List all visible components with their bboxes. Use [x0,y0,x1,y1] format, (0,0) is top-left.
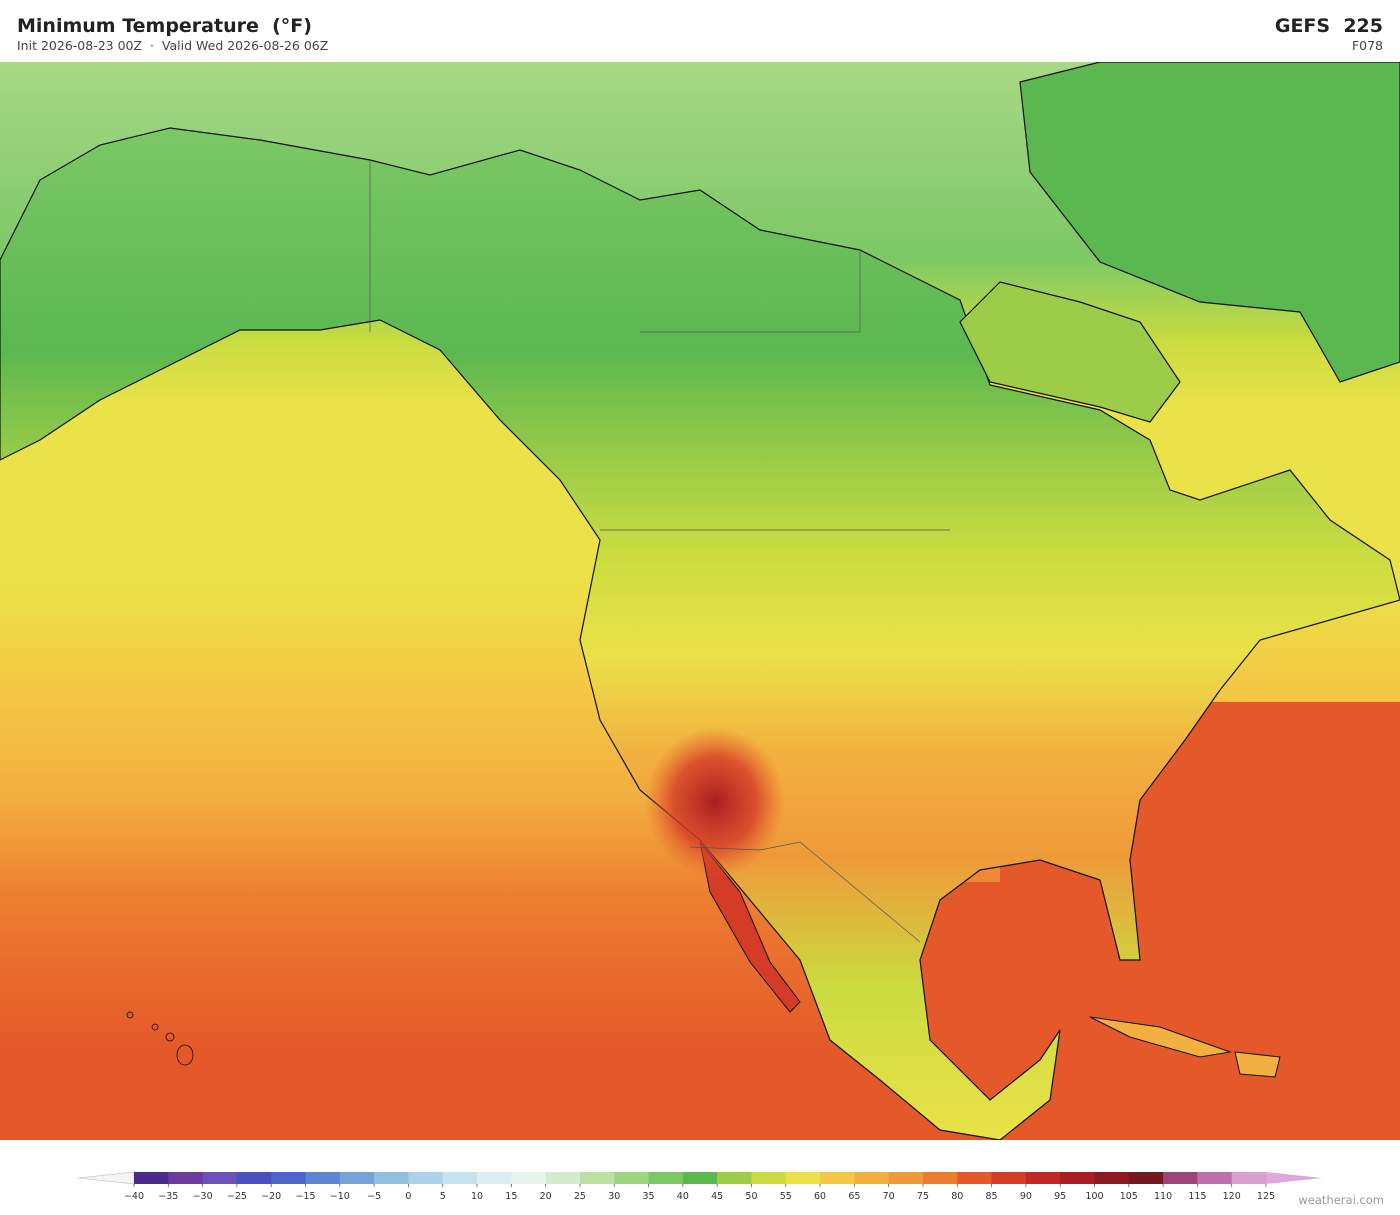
color-segment [1163,1172,1198,1184]
color-segment [991,1172,1027,1184]
color-segment [408,1172,444,1184]
tick-label: 45 [711,1191,723,1202]
tick-label: −25 [227,1191,247,1202]
color-segment [477,1172,512,1184]
color-segment [1060,1172,1095,1184]
color-segment [168,1172,204,1184]
color-segment [305,1172,341,1184]
color-segment [1197,1172,1233,1184]
tick-label: 10 [471,1191,483,1202]
map [0,62,1400,1140]
tick-label: 15 [505,1191,517,1202]
color-segment [648,1172,684,1184]
borders [369,160,950,943]
tick-label: 120 [1223,1191,1241,1202]
tick-label: 100 [1085,1191,1103,1202]
tick-label: 125 [1257,1191,1275,1202]
color-segment [820,1172,855,1184]
tick-label: 110 [1154,1191,1172,1202]
tick-label: 70 [883,1191,895,1202]
color-segment [339,1172,375,1184]
color-segment [957,1172,993,1184]
color-segment [1231,1172,1267,1184]
color-segment [682,1172,718,1184]
color-segment [785,1172,821,1184]
tick-label: 20 [540,1191,552,1202]
tick-label: 90 [1020,1191,1032,1202]
color-segment [751,1172,787,1184]
color-segment [442,1172,478,1184]
color-segment [922,1172,958,1184]
cuba [1089,1016,1232,1058]
map-title: Minimum Temperature (°F) [17,15,312,37]
color-segment [545,1172,581,1184]
hispaniola [1234,1051,1281,1078]
tick-label: 115 [1188,1191,1206,1202]
tick-label: 95 [1054,1191,1066,1202]
color-segment [579,1172,615,1184]
forecast-hour: F078 [1351,38,1383,53]
tick-label: 80 [951,1191,963,1202]
color-segment [271,1172,307,1184]
tick-label: 105 [1120,1191,1138,1202]
color-segment [1094,1172,1130,1184]
tick-label: 30 [608,1191,620,1202]
color-segment [511,1172,547,1184]
tick-label: 0 [405,1191,411,1202]
color-segment [888,1172,924,1184]
tick-label: −20 [261,1191,281,1202]
watermark: weatherai.com [1298,1193,1384,1207]
tick-label: 50 [745,1191,757,1202]
tick-label: 35 [642,1191,654,1202]
hot-spot [645,727,785,877]
hawaii [126,1011,194,1066]
color-segment [854,1172,890,1184]
map-subtitle: Init 2026-08-23 00Z · Valid Wed 2026-08-… [17,38,329,53]
tick-label: 85 [986,1191,998,1202]
tick-label: 65 [848,1191,860,1202]
tick-label: −15 [295,1191,315,1202]
color-segment [134,1172,169,1184]
color-segment [374,1172,409,1184]
over-triangle [1266,1172,1322,1184]
tick-label: 75 [917,1191,929,1202]
tick-label: −5 [367,1191,381,1202]
color-segment [1128,1172,1164,1184]
under-triangle [77,1171,135,1185]
tick-label: 25 [574,1191,586,1202]
color-segment [202,1172,238,1184]
tick-label: −10 [330,1191,350,1202]
tick-label: −30 [193,1191,213,1202]
arctic-islands [1019,62,1400,383]
color-segment [1025,1172,1061,1184]
tick-label: 60 [814,1191,826,1202]
color-segment [236,1172,272,1184]
hudson-bay [959,281,1181,423]
tick-label: −35 [158,1191,178,1202]
color-segment [614,1172,650,1184]
baja [699,841,801,1013]
color-segment [717,1172,752,1184]
north-america [0,127,1400,1140]
tick-label: 55 [780,1191,792,1202]
tick-label: 5 [440,1191,446,1202]
tick-label: 40 [677,1191,689,1202]
colorbar: −40 −35 −30 −25 −20 −15 −10 −5 0 5 10 15 20 25 30 35 40 4… [77,1171,1322,1202]
model-label: GEFS 225 [1274,15,1383,37]
tick-label: −40 [124,1191,144,1202]
